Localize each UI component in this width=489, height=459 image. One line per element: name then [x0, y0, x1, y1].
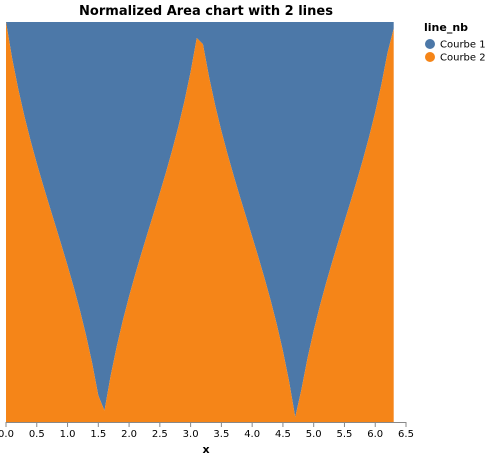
legend-title: line_nb [424, 21, 468, 34]
legend-label: Courbe 2 [440, 53, 486, 64]
x-tick-label: 1.0 [60, 429, 76, 440]
x-tick-label: 0.5 [29, 429, 45, 440]
x-tick-label: 2.5 [152, 429, 168, 440]
area-courbe-1 [6, 22, 394, 418]
x-tick-label: 5.5 [337, 429, 353, 440]
x-tick-label: 3.0 [183, 429, 199, 440]
x-tick-label: 4.5 [275, 429, 291, 440]
x-tick-label: 6.5 [398, 429, 414, 440]
x-tick-label: 0.0 [0, 429, 14, 440]
plot-area [6, 22, 394, 422]
x-tick-label: 2.0 [121, 429, 137, 440]
x-tick-label: 3.5 [213, 429, 229, 440]
chart-title: Normalized Area chart with 2 lines [79, 4, 333, 19]
legend-label: Courbe 1 [440, 40, 486, 51]
area-courbe-2 [6, 22, 394, 422]
x-axis: 0.0 0.5 1.0 1.5 2.0 2.5 3.0 3.5 4.0 4.5 5.0 5.5 6.0 6… [0, 422, 414, 440]
legend-symbol [425, 39, 435, 49]
legend-symbol [425, 52, 435, 62]
x-tick-label: 6.0 [367, 429, 383, 440]
x-tick-label: 1.5 [90, 429, 106, 440]
legend: line_nb Courbe 1 Courbe 2 [424, 21, 486, 64]
x-axis-title: x [202, 443, 209, 456]
x-tick-label: 4.0 [244, 429, 260, 440]
x-tick-label: 5.0 [306, 429, 322, 440]
